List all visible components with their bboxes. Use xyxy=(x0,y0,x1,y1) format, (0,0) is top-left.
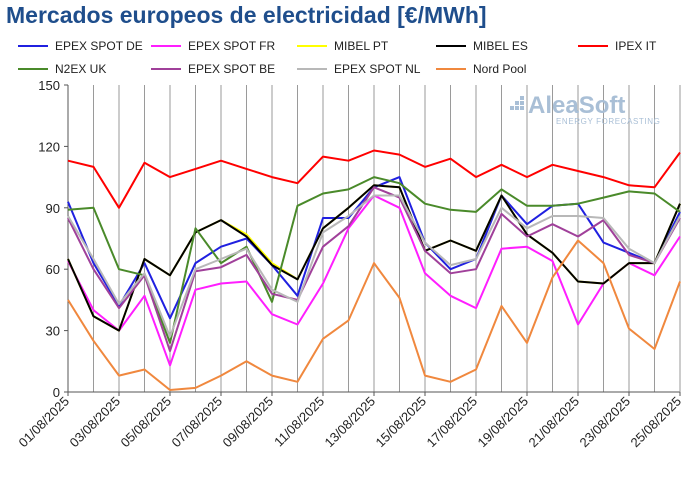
y-tick-label: 150 xyxy=(38,78,60,93)
y-tick-label: 0 xyxy=(53,385,60,400)
x-tick-label: 09/08/2025 xyxy=(219,394,276,451)
logo-dot xyxy=(515,106,519,110)
y-axis-ticks: 0 30 60 90 120 150 xyxy=(38,78,68,400)
logo-tagline: ENERGY FORECASTING xyxy=(556,117,660,126)
logo-name: AleaSoft xyxy=(528,92,625,119)
logo-dot xyxy=(520,106,524,110)
x-tick-label: 11/08/2025 xyxy=(271,394,327,450)
grid-lines xyxy=(67,85,681,392)
series-line-epex-spot-be xyxy=(67,186,681,353)
logo-dot xyxy=(520,101,524,105)
series-line-epex-spot-nl xyxy=(67,194,681,338)
x-tick-label: 13/08/2025 xyxy=(321,394,378,451)
series-line-n2ex-uk xyxy=(67,176,681,344)
x-tick-label: 21/08/2025 xyxy=(525,394,582,451)
series-line-mibel-es xyxy=(67,184,681,332)
legend-label-epex-spot-fr: EPEX SPOT FR xyxy=(188,39,275,53)
y-tick-label: 60 xyxy=(46,262,60,277)
y-tick-label: 120 xyxy=(38,139,60,154)
legend-label-mibel-pt: MIBEL PT xyxy=(334,39,389,53)
x-tick-label: 01/08/2025 xyxy=(15,394,72,451)
logo-dot xyxy=(510,106,514,110)
series-lines xyxy=(67,149,681,391)
legend-label-n2ex-uk: N2EX UK xyxy=(55,62,106,76)
aleasoft-logo: AleaSoft ENERGY FORECASTING xyxy=(510,92,660,126)
legend-label-nord-pool: Nord Pool xyxy=(473,62,526,76)
logo-dot xyxy=(520,96,524,100)
legend-label-epex-spot-be: EPEX SPOT BE xyxy=(188,62,275,76)
legend-label-mibel-es: MIBEL ES xyxy=(473,39,528,53)
x-tick-label: 19/08/2025 xyxy=(474,394,531,451)
x-tick-label: 15/08/2025 xyxy=(372,394,429,451)
logo-dot xyxy=(515,101,519,105)
legend-label-epex-spot-nl: EPEX SPOT NL xyxy=(334,62,421,76)
chart-title: Mercados europeos de electricidad [€/MWh… xyxy=(6,2,487,28)
legend: EPEX SPOT DE EPEX SPOT FR MIBEL PT MIBEL ES… xyxy=(18,39,657,76)
y-tick-label: 90 xyxy=(46,201,60,216)
series-line-ipex-it xyxy=(67,149,681,209)
x-tick-label: 05/08/2025 xyxy=(117,394,174,451)
x-tick-label: 03/08/2025 xyxy=(66,394,123,451)
x-axis-ticks: 01/08/202503/08/202505/08/202507/08/2025… xyxy=(15,392,684,450)
legend-label-ipex-it: IPEX IT xyxy=(615,39,657,53)
legend-label-epex-spot-de: EPEX SPOT DE xyxy=(55,39,143,53)
series-line-nord-pool xyxy=(67,239,681,391)
x-tick-label: 17/08/2025 xyxy=(423,394,480,451)
x-tick-label: 25/08/2025 xyxy=(627,394,684,451)
x-tick-label: 23/08/2025 xyxy=(576,394,633,451)
y-tick-label: 30 xyxy=(46,324,60,339)
x-tick-label: 07/08/2025 xyxy=(168,394,225,451)
logo-dots-icon xyxy=(510,96,524,110)
